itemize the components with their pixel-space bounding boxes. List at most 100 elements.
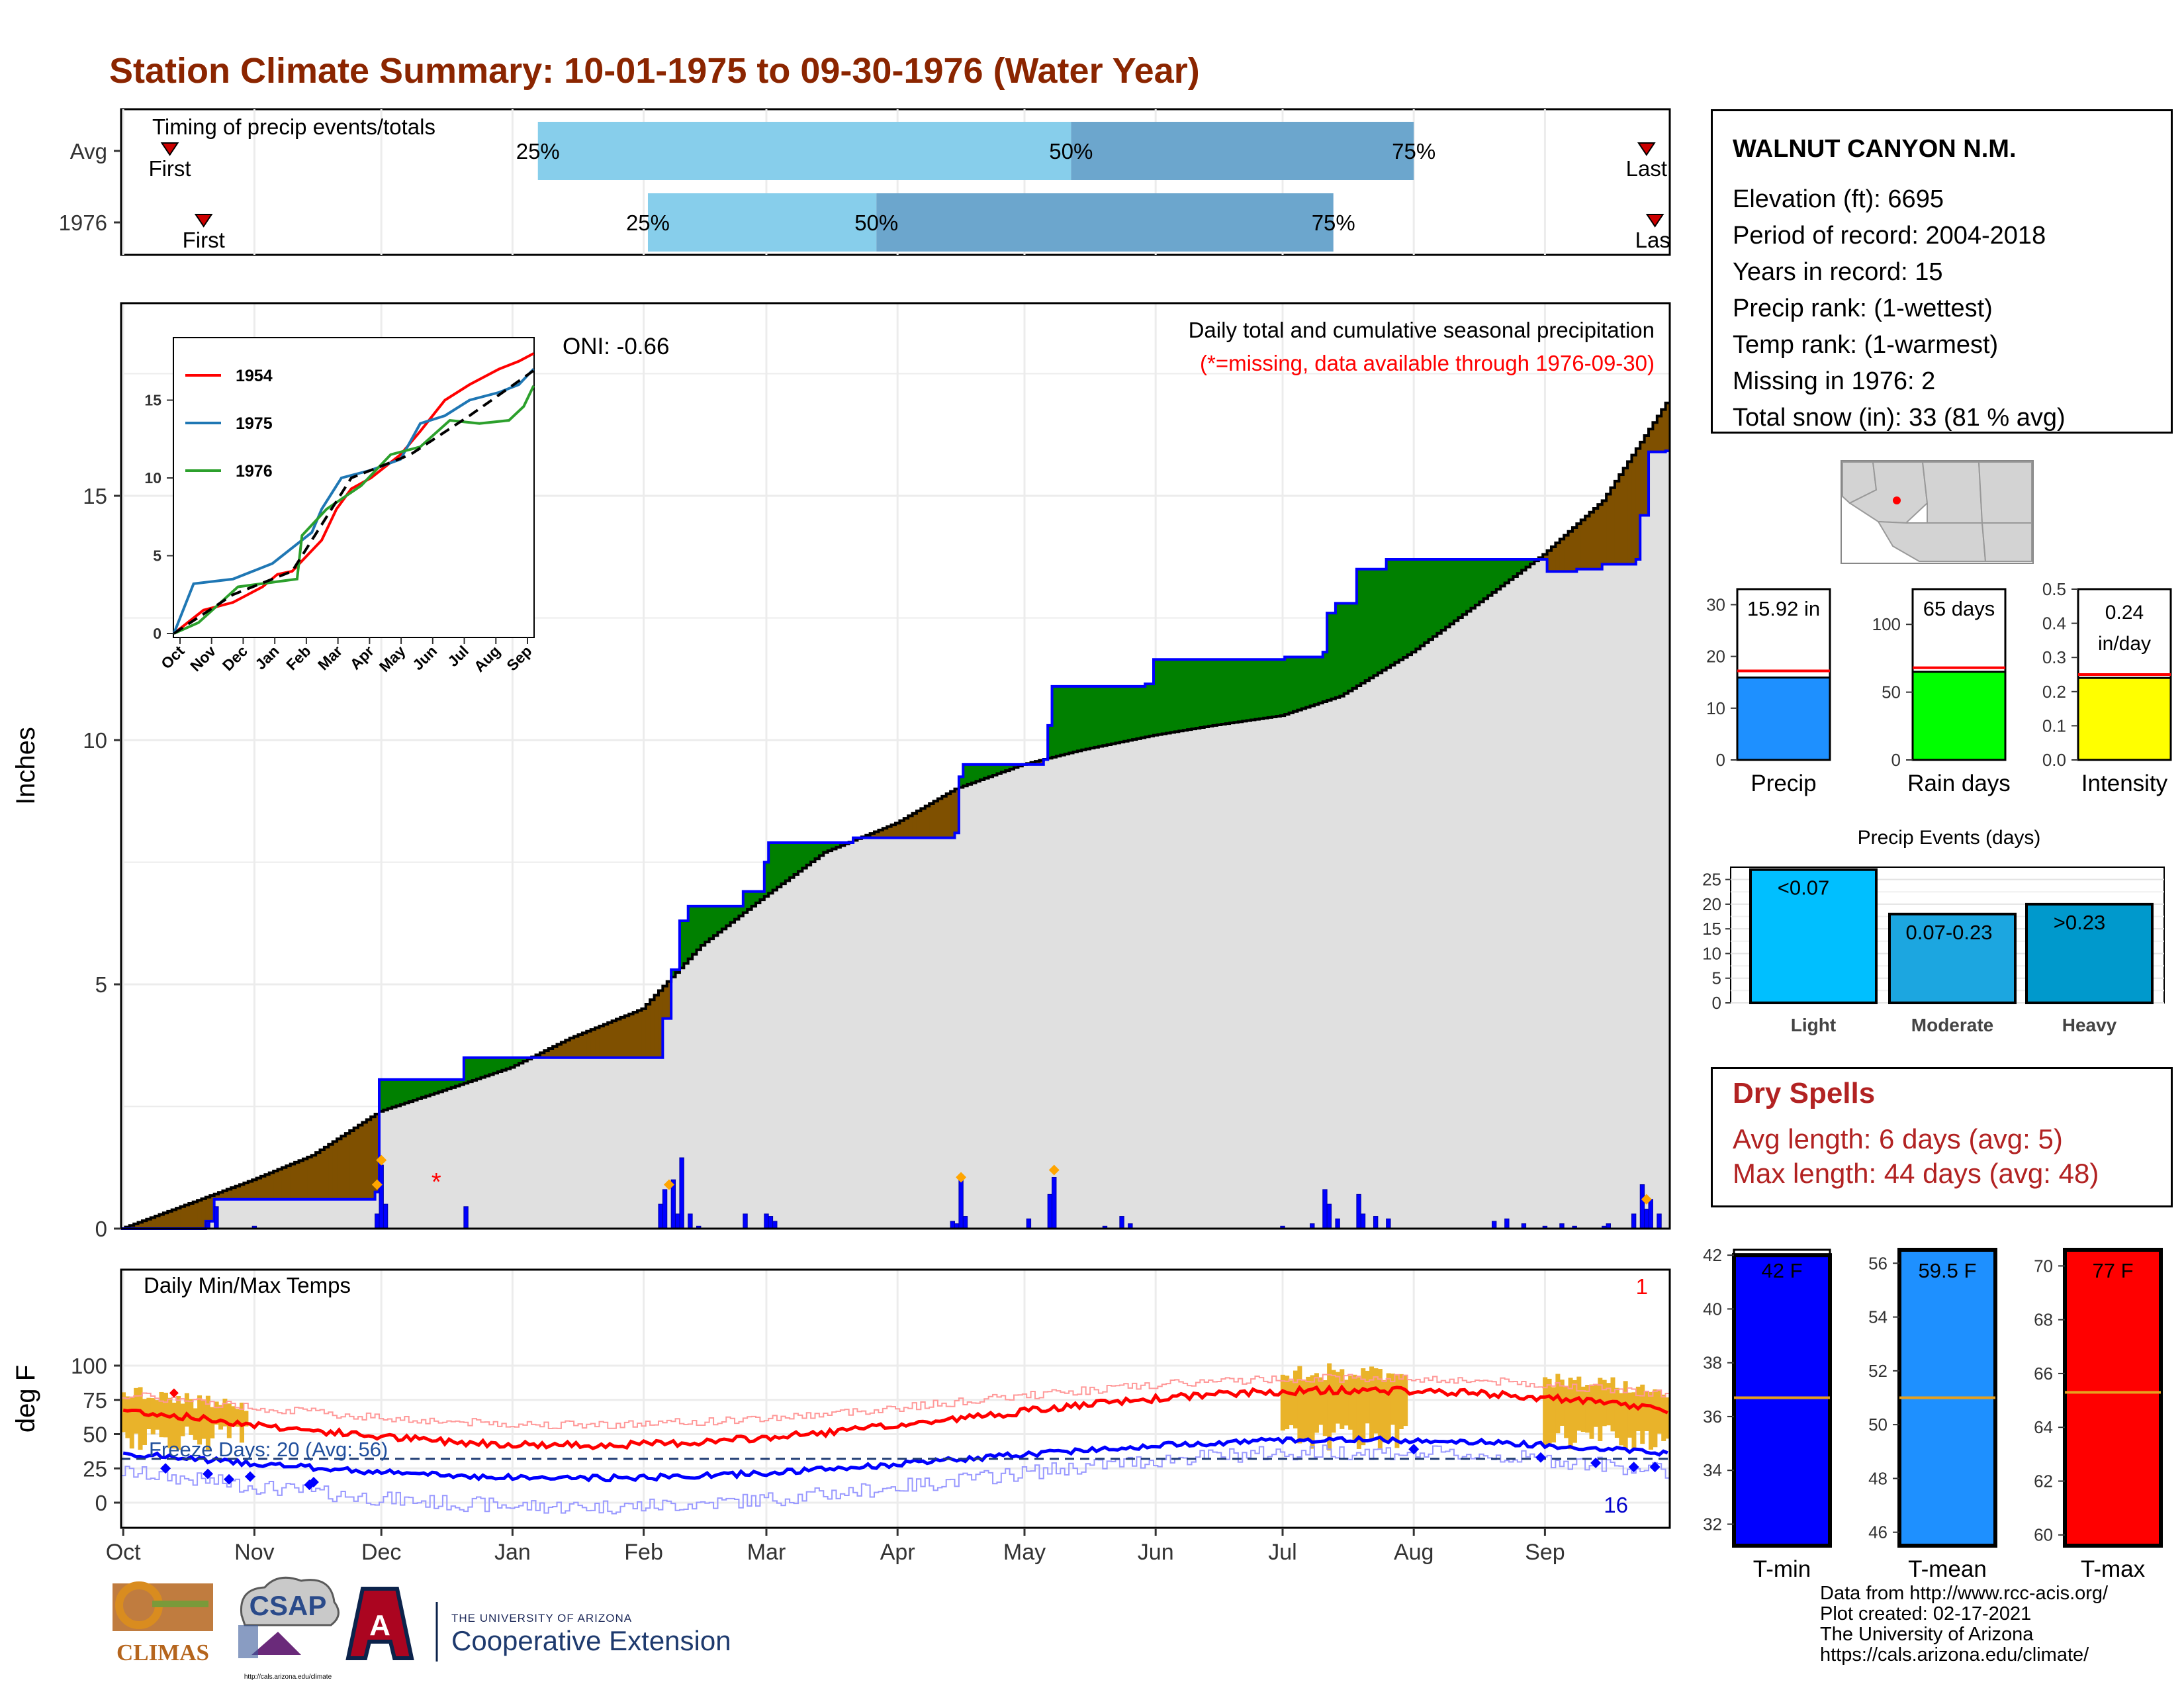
departure-segment xyxy=(1589,512,1594,569)
temp-grid xyxy=(121,1270,1670,1528)
departure-segment xyxy=(574,1036,579,1058)
daily-precip-bar xyxy=(1386,1218,1391,1229)
departure-segment xyxy=(337,1139,342,1199)
departure-segment xyxy=(1467,559,1472,612)
departure-segment xyxy=(751,891,756,906)
month-label: Jan xyxy=(494,1540,531,1565)
departure-segment xyxy=(827,842,833,851)
heat-record-marker xyxy=(169,1388,179,1398)
departure-segment xyxy=(1289,657,1294,713)
departure-segment xyxy=(599,1025,604,1058)
daily-temp-bar xyxy=(1572,1380,1577,1443)
summary-value-label: 0.24 xyxy=(2105,602,2144,624)
daily-precip-bar xyxy=(1356,1194,1361,1229)
precip-note: Daily total and cumulative seasonal prec… xyxy=(1189,318,1655,342)
summary-tick-label: 0.5 xyxy=(2042,579,2066,599)
events-category-label: Moderate xyxy=(1911,1015,1993,1035)
departure-segment xyxy=(260,1176,266,1199)
daily-temp-bar xyxy=(214,1401,219,1425)
daily-temp-bar xyxy=(1568,1378,1573,1450)
departure-segment xyxy=(277,1169,283,1199)
snow-marker xyxy=(1048,1164,1060,1176)
temp-bar-tick-label: 64 xyxy=(2034,1417,2053,1437)
departure-segment xyxy=(1649,429,1654,452)
departure-segment xyxy=(1103,686,1108,746)
departure-segment xyxy=(713,906,719,936)
departure-segment xyxy=(539,1053,545,1058)
departure-segment xyxy=(1145,684,1150,737)
inset-y-tick-label: 10 xyxy=(144,469,161,487)
temp-y-axis: 0 25 50 75 100 xyxy=(71,1354,121,1515)
departure-segment xyxy=(1107,686,1112,745)
departure-segment xyxy=(1230,659,1235,724)
daily-temp-bar xyxy=(1589,1384,1594,1439)
departure-segment xyxy=(1509,559,1514,580)
ua-logo-letter: A xyxy=(369,1609,390,1642)
departure-segment xyxy=(252,1180,257,1199)
departure-segment xyxy=(1149,684,1154,736)
departure-segment xyxy=(1513,559,1518,577)
departure-segment xyxy=(726,906,731,926)
events-tick-label: 15 xyxy=(1702,919,1721,939)
credit-line: The University of Arizona xyxy=(1820,1624,2034,1645)
departure-segment xyxy=(506,1057,511,1069)
temp-bar-tick-label: 62 xyxy=(2034,1471,2053,1491)
departure-segment xyxy=(1500,559,1506,586)
daily-temp-bar xyxy=(201,1399,206,1439)
departure-segment xyxy=(371,1117,376,1199)
departure-segment xyxy=(1631,455,1637,565)
departure-segment xyxy=(1445,559,1451,628)
departure-segment xyxy=(231,1188,236,1199)
departure-segment xyxy=(903,818,909,838)
departure-segment xyxy=(1293,657,1298,712)
y-tick-label: 0 xyxy=(95,1217,107,1241)
departure-segment xyxy=(463,1057,469,1084)
y-tick-label: 0 xyxy=(95,1491,107,1515)
departure-segment xyxy=(1267,659,1273,718)
departure-segment xyxy=(1661,409,1666,452)
departure-segment xyxy=(205,1197,211,1221)
departure-segment xyxy=(1602,500,1607,565)
departure-segment xyxy=(442,1079,448,1091)
departure-segment xyxy=(735,906,740,919)
departure-segment xyxy=(1530,559,1535,564)
departure-segment xyxy=(1361,569,1366,684)
departure-segment xyxy=(967,764,972,784)
departure-segment xyxy=(1471,559,1476,608)
departure-segment xyxy=(1276,659,1281,717)
daily-temp-bar xyxy=(1361,1368,1366,1446)
missing-note: (*=missing, data available through 1976-… xyxy=(1200,351,1655,375)
dry-spell-avg: Avg length: 6 days (avg: 5) xyxy=(1733,1123,2063,1154)
departure-segment xyxy=(201,1198,206,1229)
departure-segment xyxy=(1208,659,1214,726)
departure-segment xyxy=(950,791,956,838)
departure-segment xyxy=(155,1216,160,1229)
daily-temp-bar xyxy=(1555,1374,1561,1434)
departure-segment xyxy=(1551,546,1557,572)
daily-precip-bar xyxy=(1119,1216,1124,1229)
daily-temp-bar xyxy=(1631,1392,1637,1450)
daily-temp-bar xyxy=(1377,1369,1383,1448)
departure-segment xyxy=(1077,686,1083,751)
departure-segment xyxy=(1187,659,1193,730)
timing-bar-q2 xyxy=(537,122,1071,180)
departure-segment xyxy=(1183,659,1188,731)
summary-tick-label: 30 xyxy=(1706,594,1725,614)
departure-segment xyxy=(1627,461,1633,565)
month-label: Dec xyxy=(361,1540,401,1565)
events-title: Precip Events (days) xyxy=(1858,827,2041,849)
freeze-record-marker xyxy=(224,1474,235,1485)
temp-bar xyxy=(1732,1253,1832,1548)
departure-segment xyxy=(273,1171,279,1199)
departure-segment xyxy=(1585,516,1590,569)
departure-segment xyxy=(802,842,807,868)
departure-segment xyxy=(1458,559,1463,618)
departure-segment xyxy=(662,986,668,1019)
summary-tick-label: 0.3 xyxy=(2042,647,2066,667)
departure-segment xyxy=(1437,559,1442,633)
departure-segment xyxy=(1449,559,1455,624)
timing-p50-label: 50% xyxy=(854,211,898,235)
station-elevation: Elevation (ft): 6695 xyxy=(1733,185,1944,213)
summary-tick-label: 0.4 xyxy=(2042,614,2066,633)
departure-segment xyxy=(608,1022,613,1058)
